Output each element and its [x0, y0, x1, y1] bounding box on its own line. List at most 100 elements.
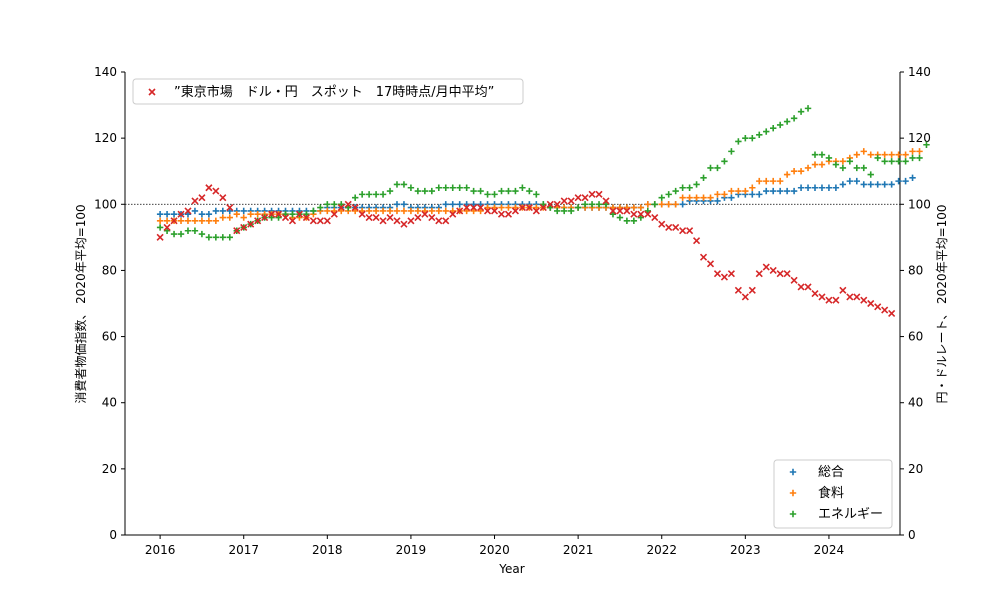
- point-left-0: [749, 191, 756, 198]
- point-right-0: [337, 204, 345, 212]
- point-right-0: [658, 220, 666, 228]
- point-left-2: [804, 105, 812, 112]
- axes-frame: [124, 72, 901, 536]
- point-left-2: [860, 164, 867, 172]
- point-left-0: [909, 174, 916, 182]
- point-right-0: [205, 184, 213, 192]
- point-left-2: [505, 187, 512, 195]
- point-left-0: [191, 207, 199, 215]
- y-tick-label-right: 0: [908, 528, 916, 542]
- point-right-0: [686, 227, 694, 235]
- point-left-2: [776, 121, 784, 129]
- point-left-0: [170, 211, 178, 218]
- y-tick-label-right: 120: [908, 131, 931, 145]
- point-right-0: [177, 210, 185, 218]
- point-left-2: [226, 234, 233, 241]
- point-left-1: [505, 204, 512, 211]
- point-left-1: [797, 168, 805, 175]
- point-left-2: [560, 207, 568, 215]
- point-right-0: [435, 217, 443, 225]
- point-left-2: [902, 158, 909, 165]
- point-right-0: [247, 220, 255, 228]
- point-left-1: [881, 151, 888, 158]
- point-left-2: [749, 134, 756, 142]
- point-right-0: [867, 299, 875, 308]
- point-left-2: [407, 184, 415, 191]
- point-left-2: [623, 217, 631, 225]
- point-left-2: [163, 227, 171, 234]
- point-right-0: [358, 210, 366, 218]
- point-right-0: [379, 217, 387, 225]
- point-left-1: [331, 207, 338, 215]
- legend-lower-box: [773, 459, 893, 529]
- point-right-0: [477, 204, 485, 212]
- legend-upper-label: ”東京市場 ドル・円 スポット 17時時点/月中平均”: [174, 84, 494, 100]
- point-left-1: [365, 207, 373, 215]
- point-left-1: [254, 211, 261, 218]
- point-right-0: [811, 290, 819, 298]
- point-left-2: [156, 224, 164, 231]
- point-left-0: [156, 211, 164, 218]
- point-left-1: [379, 207, 387, 215]
- point-left-1: [400, 207, 408, 215]
- point-left-0: [902, 177, 909, 185]
- point-left-1: [484, 204, 491, 211]
- y-tick-label-left: 20: [102, 462, 117, 476]
- y-tick-label-right: 60: [908, 330, 923, 344]
- point-left-1: [804, 164, 812, 172]
- point-left-1: [449, 207, 456, 215]
- point-left-2: [602, 201, 610, 208]
- point-left-2: [630, 217, 638, 225]
- point-right-0: [769, 266, 777, 274]
- point-right-0: [546, 200, 554, 208]
- point-right-0: [553, 200, 561, 208]
- point-left-2: [797, 108, 805, 115]
- point-left-1: [421, 207, 429, 215]
- point-right-0: [839, 286, 847, 294]
- point-left-0: [832, 184, 840, 191]
- point-left-1: [616, 204, 624, 211]
- point-left-2: [672, 187, 679, 195]
- point-left-1: [742, 187, 749, 195]
- point-left-0: [839, 181, 847, 188]
- point-right-0: [776, 270, 784, 278]
- point-left-0: [226, 207, 233, 215]
- point-left-0: [470, 201, 477, 208]
- point-left-2: [909, 154, 916, 162]
- point-left-2: [365, 191, 373, 198]
- point-left-1: [393, 207, 401, 215]
- series-right-0: [156, 184, 896, 317]
- point-right-0: [414, 213, 422, 222]
- point-left-0: [783, 187, 791, 195]
- point-left-0: [770, 187, 777, 195]
- point-right-0: [525, 204, 533, 212]
- point-right-0: [372, 213, 380, 222]
- point-right-0: [699, 253, 708, 261]
- point-left-2: [358, 191, 366, 198]
- point-left-1: [414, 207, 422, 215]
- point-left-2: [442, 184, 449, 191]
- point-left-0: [456, 201, 463, 208]
- point-right-0: [365, 213, 373, 222]
- point-right-0: [463, 204, 471, 212]
- point-left-2: [700, 174, 707, 182]
- x-tick-label: 2021: [563, 543, 594, 557]
- point-left-2: [435, 184, 442, 191]
- point-left-2: [637, 214, 645, 221]
- y-tick-label-left: 140: [94, 65, 117, 79]
- point-left-1: [693, 194, 700, 201]
- point-left-2: [345, 204, 352, 211]
- point-left-1: [644, 201, 651, 208]
- point-left-2: [735, 138, 742, 145]
- point-left-2: [574, 204, 582, 211]
- point-left-0: [198, 211, 206, 218]
- point-left-2: [714, 164, 721, 172]
- point-right-0: [539, 204, 547, 212]
- point-left-0: [728, 194, 735, 201]
- point-left-1: [902, 151, 909, 158]
- point-left-2: [428, 187, 436, 195]
- point-left-0: [797, 184, 805, 191]
- point-left-1: [888, 151, 895, 158]
